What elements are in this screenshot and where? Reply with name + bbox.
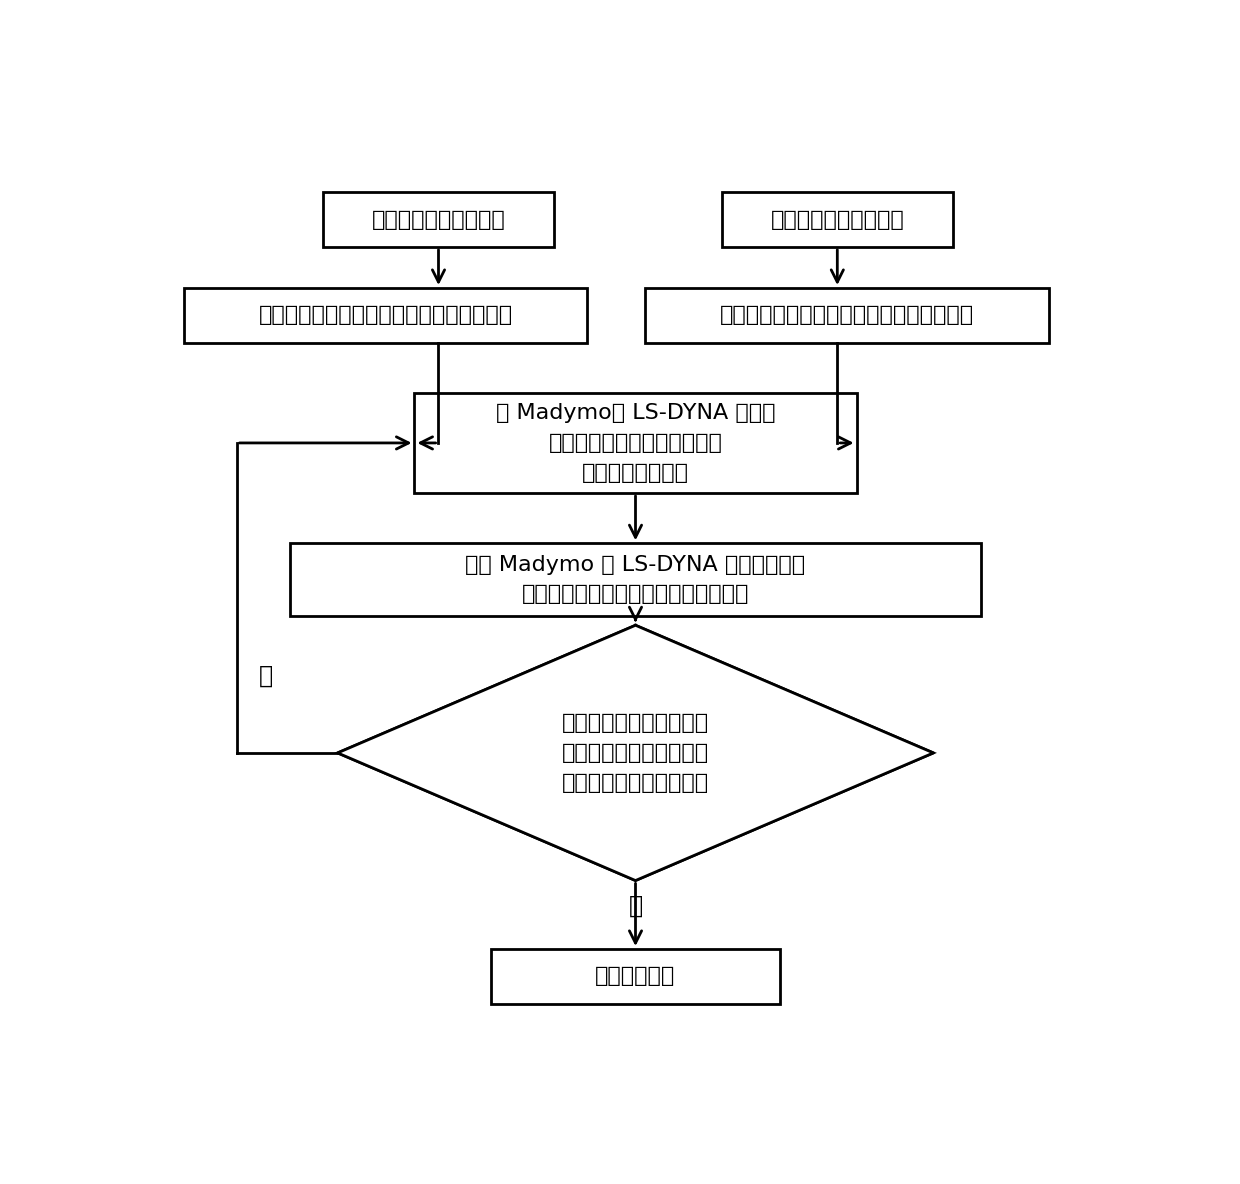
Bar xyxy=(414,393,857,493)
Bar xyxy=(491,948,780,1004)
Text: 标准有限元假人模型库: 标准有限元假人模型库 xyxy=(770,210,904,230)
Text: 输出假人模型: 输出假人模型 xyxy=(595,966,676,986)
Text: 标准多刚体假人模型库: 标准多刚体假人模型库 xyxy=(372,210,506,230)
Polygon shape xyxy=(337,625,934,881)
Bar xyxy=(645,288,1049,342)
Text: 是: 是 xyxy=(629,894,642,918)
Text: 与标准多刚体假人、标准
有限元假人仿真对比，形
态和损伤参数是否一致？: 与标准多刚体假人、标准 有限元假人仿真对比，形 态和损伤参数是否一致？ xyxy=(562,713,709,792)
Text: 不同年龄、性别、大小的多刚体假人各部位: 不同年龄、性别、大小的多刚体假人各部位 xyxy=(259,305,512,326)
Bar xyxy=(290,543,982,616)
Text: 基于 Madymo 和 LS-DYNA 耦合作用的新
标准假人模型在交通事故仿真中的计算: 基于 Madymo 和 LS-DYNA 耦合作用的新 标准假人模型在交通事故仿真… xyxy=(465,555,806,605)
Bar xyxy=(184,288,588,342)
Text: 否: 否 xyxy=(258,663,273,688)
Text: 不同年龄、性别、大小的有限元假人各部位: 不同年龄、性别、大小的有限元假人各部位 xyxy=(720,305,973,326)
Bar xyxy=(324,192,554,247)
Text: 在 Madymo与 LS-DYNA 的耦合
模块中定义和调节接触与铰链
生成新的标准假人: 在 Madymo与 LS-DYNA 的耦合 模块中定义和调节接触与铰链 生成新的… xyxy=(496,404,775,483)
Bar xyxy=(722,192,952,247)
